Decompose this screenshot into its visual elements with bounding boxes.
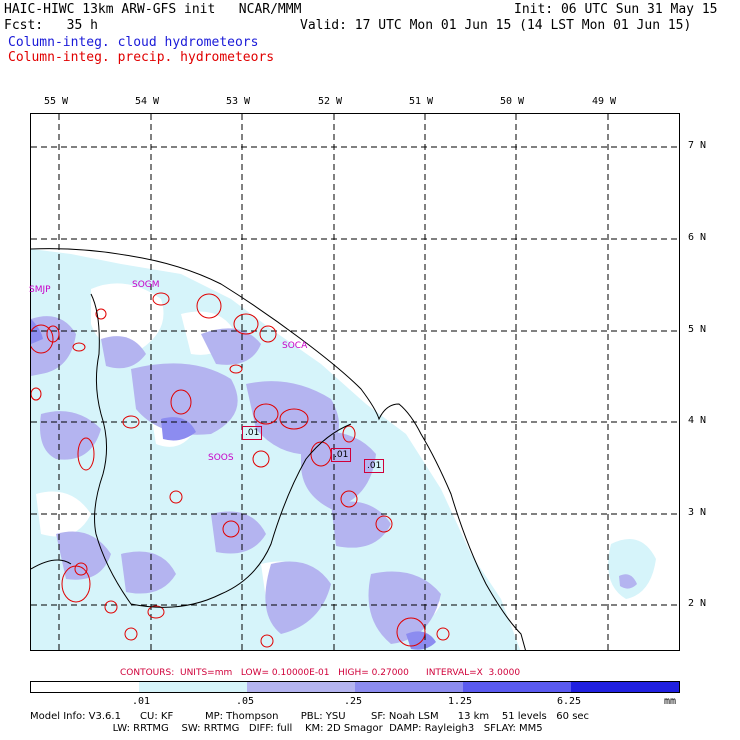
valid-time: Valid: 17 UTC Mon 01 Jun 15 (14 LST Mon … <box>300 18 692 33</box>
scale-tick: .25 <box>344 696 363 707</box>
scale-tick: 1.25 <box>448 696 473 707</box>
scale-swatch <box>31 682 139 692</box>
scale-swatch <box>463 682 571 692</box>
lon-label: 55 W <box>44 96 69 107</box>
scale-tick: 6.25 <box>557 696 582 707</box>
cloud-shading <box>31 249 656 650</box>
min-value-box: .01 <box>364 459 385 473</box>
model-info: Model Info: V3.6.1 CU: KF MP: Thompson P… <box>30 711 590 722</box>
map-canvas <box>31 114 679 650</box>
title-line: HAIC-HIWC 13km ARW-GFS init NCAR/MMM <box>4 2 302 17</box>
precip-contours <box>31 292 450 648</box>
lon-label: 53 W <box>226 96 251 107</box>
lat-label: 5 N <box>688 324 707 335</box>
lat-label: 7 N <box>688 140 707 151</box>
scale-unit: mm <box>664 696 677 707</box>
station-label: SOCA <box>282 341 308 351</box>
lon-label: 50 W <box>500 96 525 107</box>
min-value-box: .01 <box>242 426 263 440</box>
init-time: Init: 06 UTC Sun 31 May 15 <box>514 2 718 17</box>
lon-label: 51 W <box>409 96 434 107</box>
legend-precip: Column-integ. precip. hydrometeors <box>8 50 275 65</box>
legend-cloud: Column-integ. cloud hydrometeors <box>8 35 259 50</box>
station-label: SOGM <box>132 280 160 290</box>
lon-label: 52 W <box>318 96 343 107</box>
model-info-2: LW: RRTMG SW: RRTMG DIFF: full KM: 2D Sm… <box>30 723 543 734</box>
scale-tick: .05 <box>236 696 255 707</box>
scale-tick: .01 <box>132 696 151 707</box>
station-label: SMJP <box>29 285 51 295</box>
map-panel <box>30 113 680 651</box>
scale-swatch <box>247 682 355 692</box>
scale-swatch <box>139 682 247 692</box>
scale-swatch <box>571 682 679 692</box>
color-scale <box>30 681 680 693</box>
coastline <box>31 248 526 650</box>
lon-label: 49 W <box>592 96 617 107</box>
lat-label: 4 N <box>688 415 707 426</box>
graticule <box>31 114 679 650</box>
lat-label: 3 N <box>688 507 707 518</box>
lon-label: 54 W <box>135 96 160 107</box>
scale-swatch <box>355 682 463 692</box>
forecast-hour: Fcst: 35 h <box>4 18 98 33</box>
lat-label: 2 N <box>688 598 707 609</box>
min-value-box: .01 <box>331 448 352 462</box>
lat-label: 6 N <box>688 232 707 243</box>
station-label: SOOS <box>208 453 234 463</box>
contours-info: CONTOURS: UNITS=mm LOW= 0.10000E-01 HIGH… <box>120 668 521 678</box>
